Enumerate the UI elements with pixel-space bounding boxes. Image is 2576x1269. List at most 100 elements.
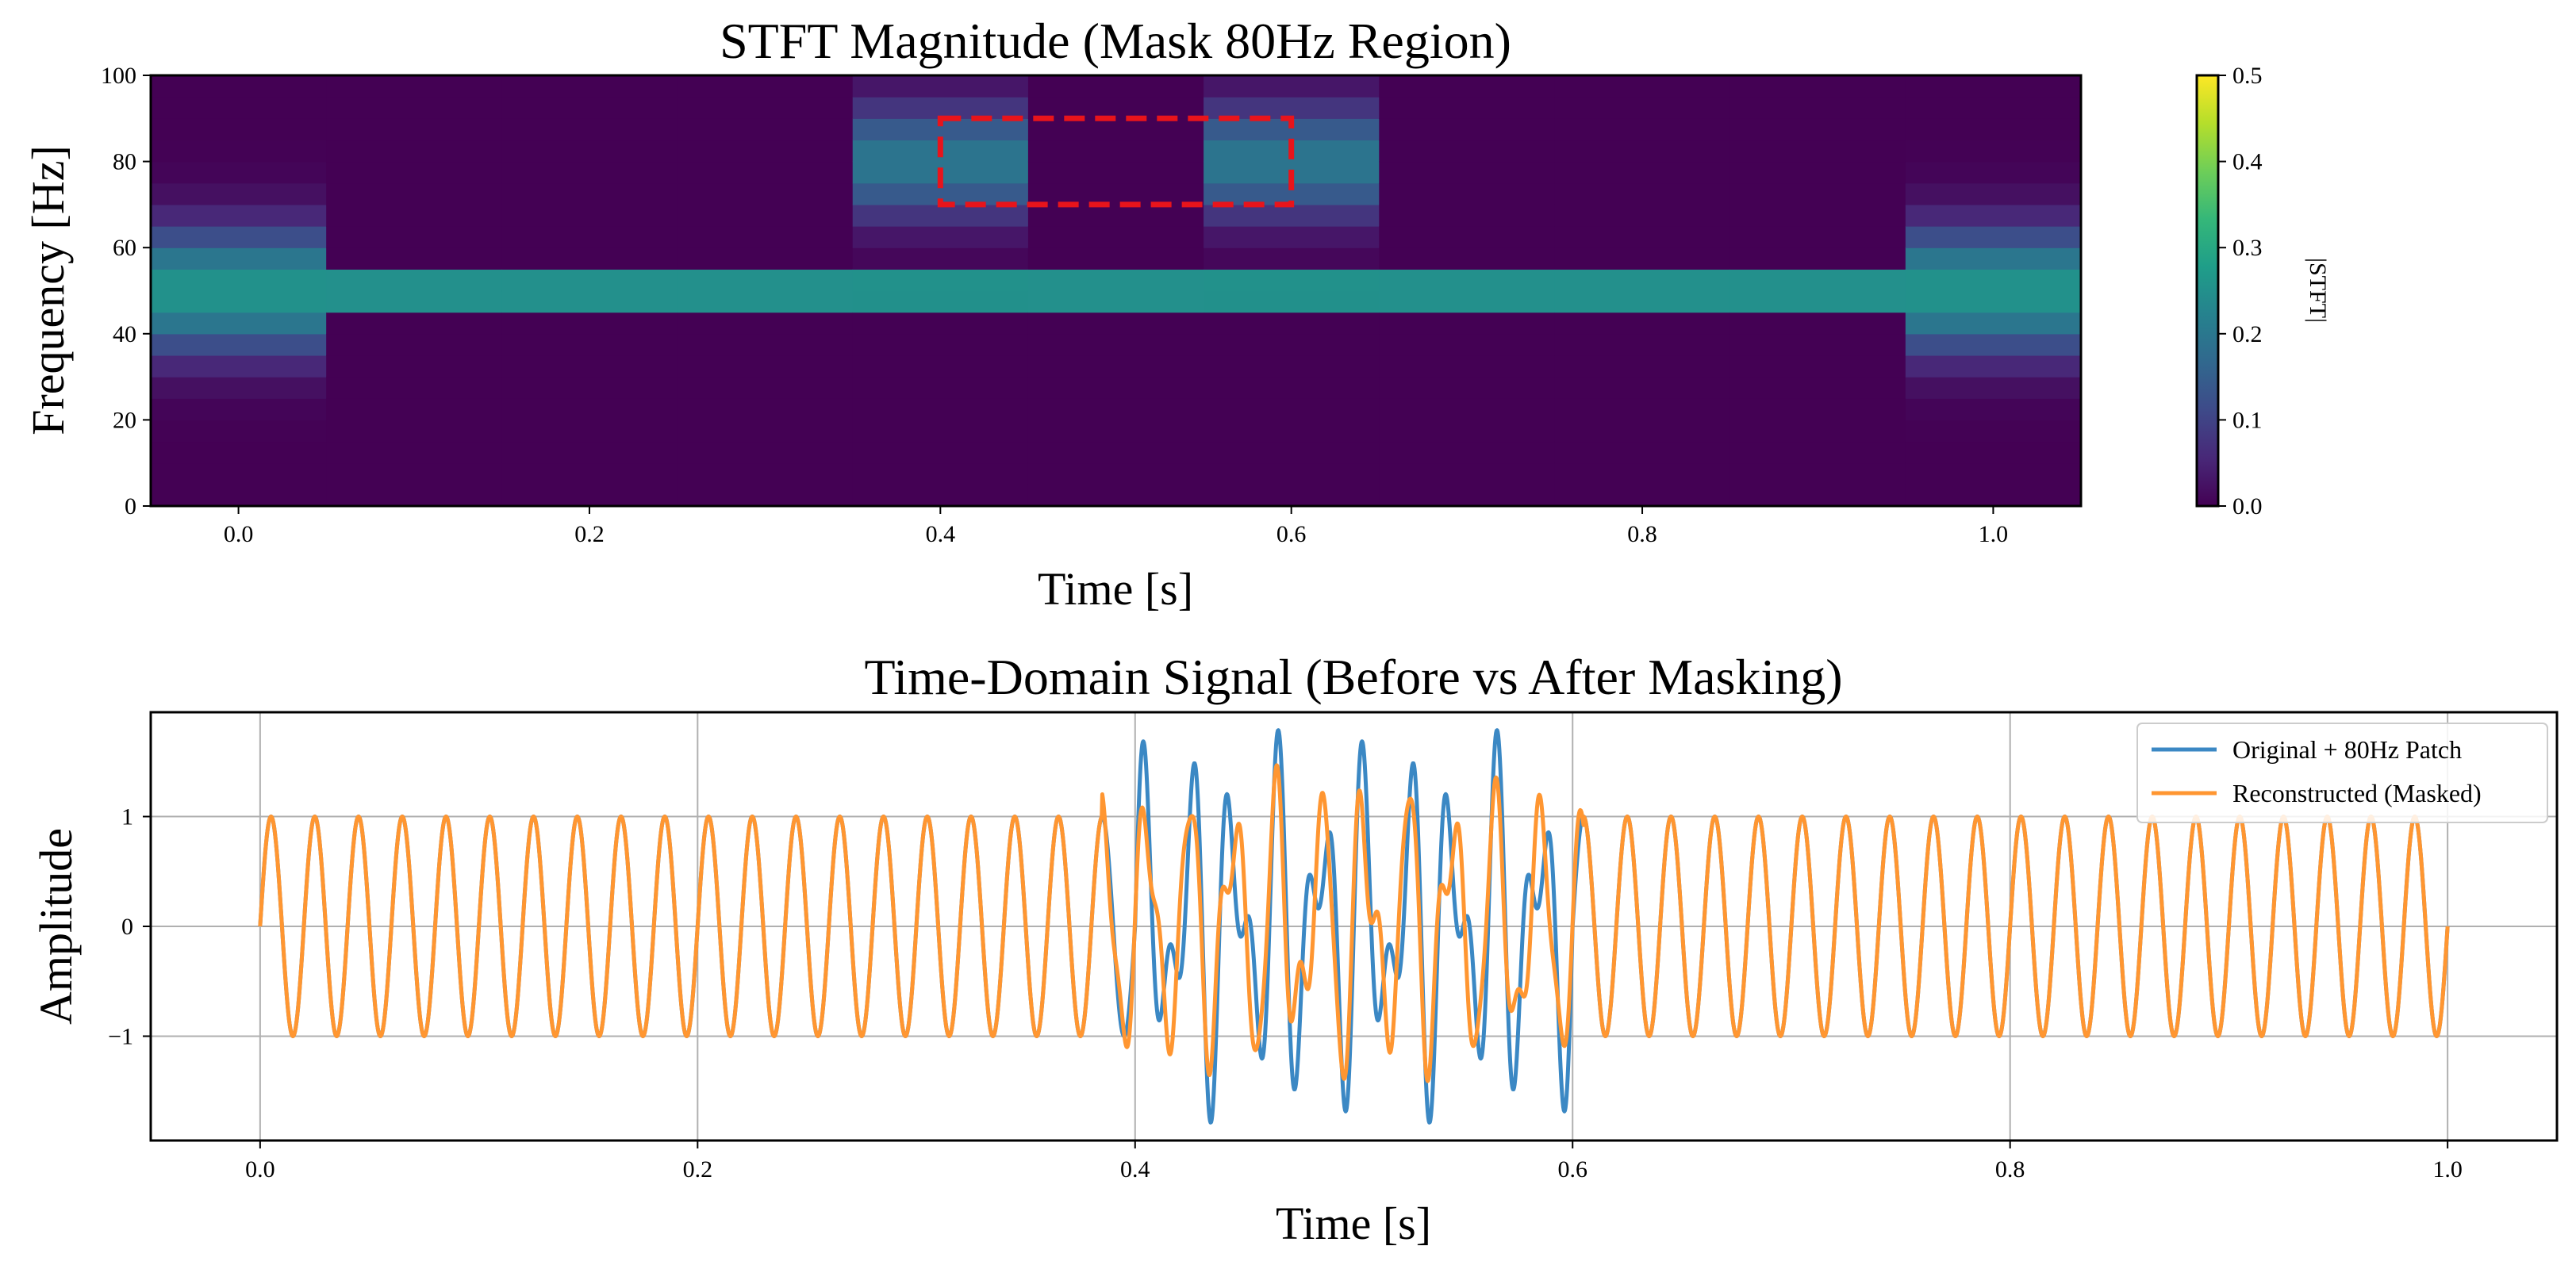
heatmap-cell bbox=[1027, 182, 1204, 205]
heatmap-cell bbox=[1027, 441, 1204, 464]
x-tick-label: 0.0 bbox=[245, 1156, 275, 1183]
heatmap-cell bbox=[1379, 75, 1556, 98]
heatmap-cell bbox=[151, 462, 327, 485]
y-tick-label: 20 bbox=[113, 407, 136, 433]
heatmap-cell bbox=[501, 75, 678, 98]
heatmap-cell bbox=[326, 247, 502, 270]
heatmap-cell bbox=[1729, 226, 1906, 248]
heatmap-cell bbox=[1729, 269, 1906, 292]
heatmap-cell bbox=[1027, 204, 1204, 227]
x-tick-label: 0.2 bbox=[683, 1156, 713, 1183]
heatmap-cell bbox=[1204, 290, 1380, 313]
x-tick-label: 1.0 bbox=[2432, 1156, 2463, 1183]
heatmap-cell bbox=[1729, 161, 1906, 184]
x-tick-label: 0.2 bbox=[574, 521, 605, 547]
heatmap-cell bbox=[1905, 182, 2082, 205]
heatmap-cell bbox=[1379, 140, 1556, 163]
heatmap-cell bbox=[1027, 312, 1204, 335]
heatmap-cell bbox=[852, 484, 1029, 507]
heatmap-cell bbox=[677, 140, 854, 163]
heatmap-cell bbox=[1554, 462, 1731, 485]
heatmap-cell bbox=[151, 355, 327, 378]
heatmap-cell bbox=[501, 226, 678, 248]
x-tick-label: 0.6 bbox=[1276, 521, 1307, 547]
heatmap-cell bbox=[1027, 355, 1204, 378]
colorbar-tick-label: 0.5 bbox=[2232, 63, 2263, 89]
signal-title: Time-Domain Signal (Before vs After Mask… bbox=[864, 649, 1842, 705]
heatmap-cell bbox=[1554, 312, 1731, 335]
heatmap-cell bbox=[1905, 462, 2082, 485]
heatmap-cell bbox=[1729, 140, 1906, 163]
heatmap-cell bbox=[1027, 290, 1204, 313]
heatmap-cell bbox=[151, 398, 327, 420]
heatmap-cell bbox=[326, 355, 502, 378]
heatmap-cell bbox=[1729, 420, 1906, 443]
heatmap-cell bbox=[501, 269, 678, 292]
legend-label-original: Original + 80Hz Patch bbox=[2232, 735, 2462, 764]
heatmap-cell bbox=[677, 484, 854, 507]
heatmap-cell bbox=[1554, 290, 1731, 313]
heatmap-cell bbox=[326, 462, 502, 485]
heatmap-cell bbox=[151, 247, 327, 270]
heatmap-cell bbox=[1027, 269, 1204, 292]
y-tick-label: 60 bbox=[113, 235, 136, 261]
signal-x-ticks: 0.0 0.2 0.4 0.6 0.8 1.0 bbox=[245, 1141, 2463, 1183]
heatmap-cell bbox=[1204, 97, 1380, 119]
signal-ylabel: Amplitude bbox=[30, 828, 82, 1025]
heatmap-cell bbox=[501, 420, 678, 443]
heatmap-cell bbox=[1204, 247, 1380, 270]
heatmap-cell bbox=[1027, 226, 1204, 248]
heatmap-cell bbox=[326, 97, 502, 119]
heatmap-cell bbox=[1204, 269, 1380, 292]
y-tick-label: 100 bbox=[101, 63, 136, 89]
heatmap-cell bbox=[852, 377, 1029, 399]
heatmap-cell bbox=[677, 226, 854, 248]
heatmap-cell bbox=[1905, 441, 2082, 464]
heatmap-cell bbox=[1027, 377, 1204, 399]
heatmap-cells bbox=[151, 75, 2082, 507]
heatmap-cell bbox=[151, 204, 327, 227]
heatmap-cell bbox=[852, 355, 1029, 378]
heatmap-cell bbox=[1729, 333, 1906, 356]
heatmap-cell bbox=[501, 140, 678, 163]
heatmap-cell bbox=[501, 182, 678, 205]
heatmap-cell bbox=[1905, 118, 2082, 141]
heatmap-cell bbox=[1027, 420, 1204, 443]
heatmap-cell bbox=[852, 312, 1029, 335]
heatmap-cell bbox=[1554, 182, 1731, 205]
heatmap-cell bbox=[677, 118, 854, 141]
y-tick-label: 80 bbox=[113, 149, 136, 175]
x-tick-label: 0.0 bbox=[224, 521, 254, 547]
y-tick-label: −1 bbox=[108, 1023, 133, 1049]
heatmap-cell bbox=[677, 247, 854, 270]
heatmap-cell bbox=[677, 182, 854, 205]
heatmap-title: STFT Magnitude (Mask 80Hz Region) bbox=[720, 13, 1511, 69]
heatmap-cell bbox=[501, 312, 678, 335]
heatmap-cell bbox=[1204, 462, 1380, 485]
colorbar-tick-label: 0.2 bbox=[2232, 321, 2263, 347]
heatmap-cell bbox=[1905, 269, 2082, 292]
heatmap-cell bbox=[1204, 420, 1380, 443]
heatmap-cell bbox=[326, 333, 502, 356]
colorbar-tick-label: 0.3 bbox=[2232, 235, 2263, 261]
y-tick-label: 40 bbox=[113, 321, 136, 347]
heatmap-cell bbox=[1554, 226, 1731, 248]
colorbar-frame bbox=[2195, 74, 2220, 508]
heatmap-cell bbox=[1905, 75, 2082, 98]
heatmap-cell bbox=[852, 247, 1029, 270]
heatmap-cell bbox=[1554, 398, 1731, 420]
heatmap-cell bbox=[1379, 118, 1556, 141]
heatmap-cell bbox=[1379, 355, 1556, 378]
signal-xlabel: Time [s] bbox=[1276, 1198, 1431, 1249]
heatmap-cell bbox=[326, 140, 502, 163]
heatmap-cell bbox=[1729, 290, 1906, 313]
heatmap-cell bbox=[326, 290, 502, 313]
heatmap-frame bbox=[149, 74, 2083, 508]
heatmap-cell bbox=[1729, 377, 1906, 399]
heatmap-cell bbox=[326, 269, 502, 292]
heatmap-cell bbox=[151, 226, 327, 248]
heatmap-cell bbox=[1379, 204, 1556, 227]
heatmap-cell bbox=[1379, 247, 1556, 270]
heatmap-cell bbox=[151, 484, 327, 507]
